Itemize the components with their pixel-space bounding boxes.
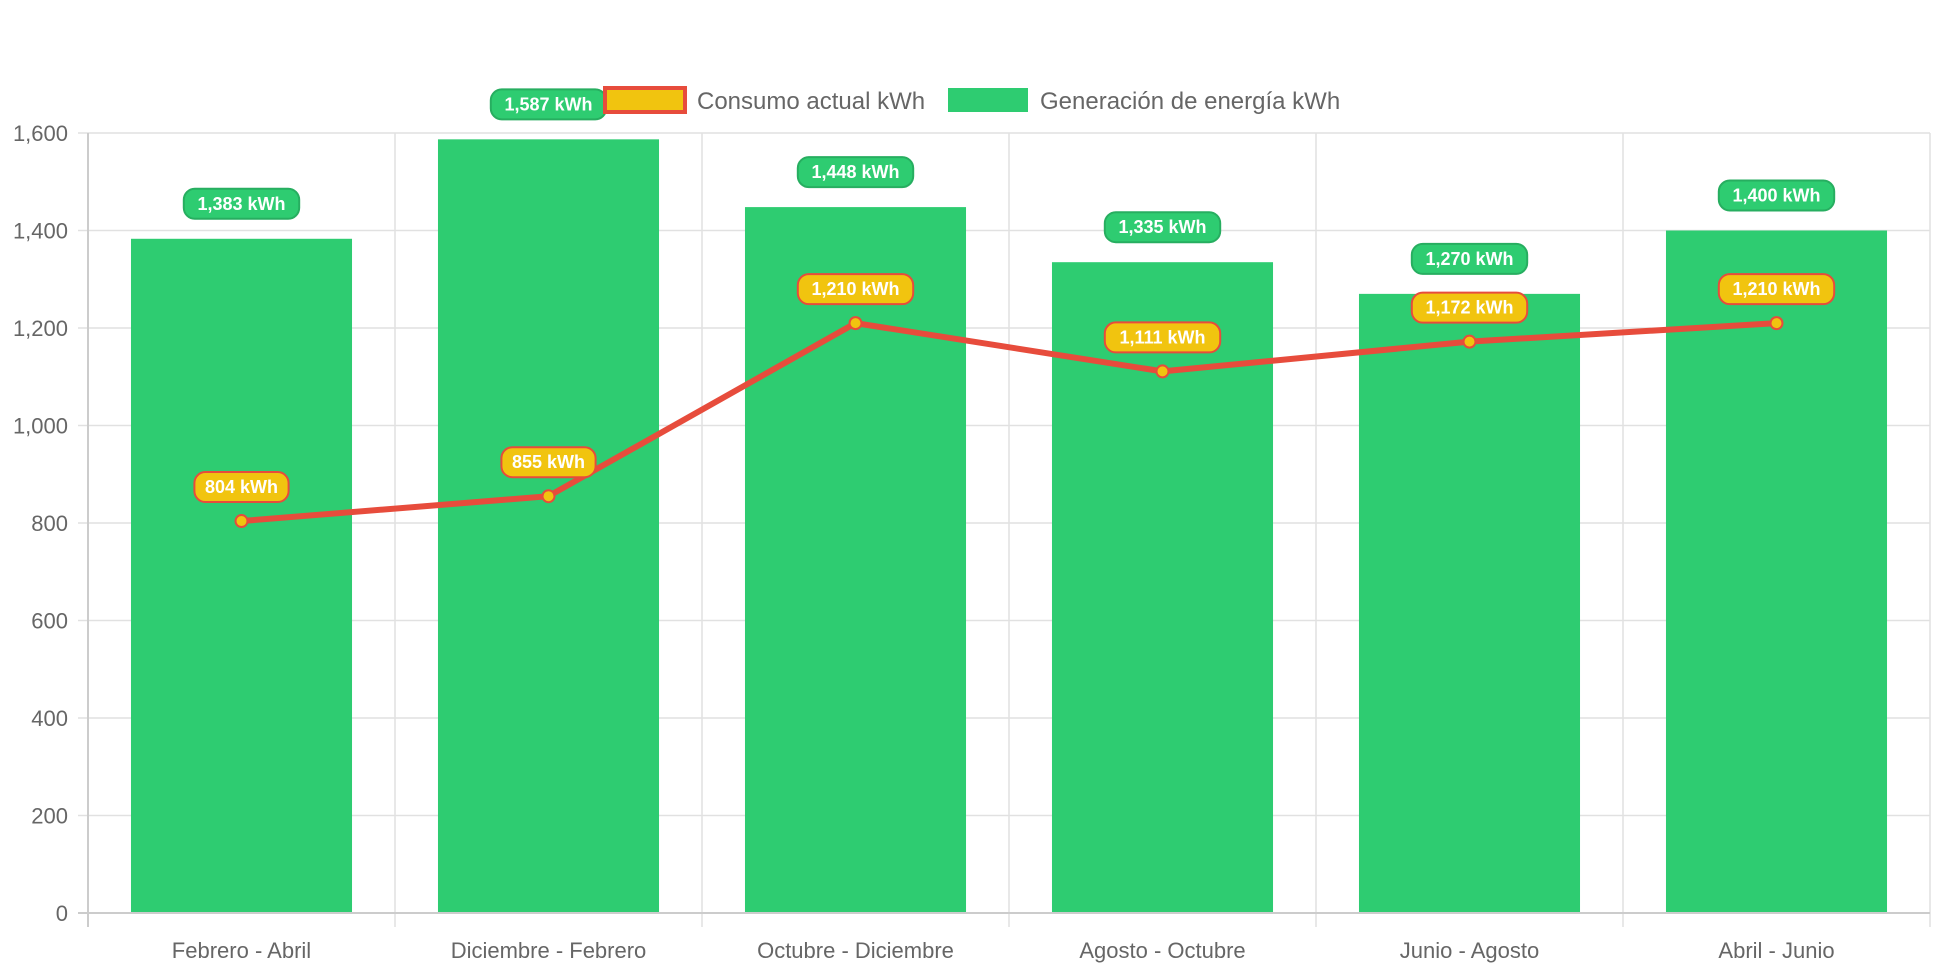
data-label-consumo-text: 804 kWh xyxy=(205,477,278,497)
x-tick-label: Junio - Agosto xyxy=(1400,938,1539,963)
data-label-consumo-bg xyxy=(1717,273,1836,306)
data-labels: 1,383 kWh 1,587 kWh 1,448 kWh 1,335 kWh 1,27… xyxy=(182,88,1836,504)
data-label-consumo-bg xyxy=(500,446,597,479)
line-consumo[interactable] xyxy=(241,320,1777,525)
y-tick-label: 1,200 xyxy=(13,316,68,341)
data-label-consumo: 855 kWh xyxy=(500,446,597,479)
data-label-generacion: 1,270 kWh xyxy=(1410,242,1529,275)
point-consumo[interactable] xyxy=(1462,334,1477,349)
legend-label-generacion[interactable]: Generación de energía kWh xyxy=(1040,88,1340,115)
data-label-consumo: 1,111 kWh xyxy=(1103,321,1222,354)
grid xyxy=(78,132,1931,927)
data-label-consumo-text: 1,210 kWh xyxy=(1732,279,1820,299)
data-label-generacion: 1,383 kWh xyxy=(182,187,301,220)
y-tick-label: 1,600 xyxy=(13,121,68,146)
bar-generacion[interactable] xyxy=(1665,230,1888,914)
y-tick-label: 1,400 xyxy=(13,219,68,244)
data-label-consumo: 1,210 kWh xyxy=(796,273,915,306)
point-consumo[interactable] xyxy=(1155,364,1170,379)
data-label-generacion-bg xyxy=(1410,242,1529,275)
data-label-consumo-bg xyxy=(1103,321,1222,354)
data-label-generacion-text: 1,587 kWh xyxy=(504,94,592,114)
data-label-consumo-text: 1,210 kWh xyxy=(811,279,899,299)
data-label-generacion: 1,448 kWh xyxy=(796,156,915,189)
data-label-generacion-bg xyxy=(182,187,301,220)
y-tick-label: 0 xyxy=(56,901,68,926)
data-label-generacion-bg xyxy=(1103,211,1222,244)
legend: Consumo actual kWh Generación de energía… xyxy=(603,86,1340,115)
x-tick-label: Octubre - Diciembre xyxy=(757,938,954,963)
point-consumo[interactable] xyxy=(541,489,556,504)
data-label-generacion-bg xyxy=(796,156,915,189)
consumption-line xyxy=(234,316,1784,529)
axes: 0 200 400 600 800 1,000 1,200 1,400 1,600 Febrero… xyxy=(13,121,1930,963)
data-label-consumo-text: 855 kWh xyxy=(512,452,585,472)
data-label-consumo: 1,172 kWh xyxy=(1410,291,1529,324)
bar-generacion[interactable] xyxy=(744,207,967,914)
data-label-consumo-text: 1,111 kWh xyxy=(1119,327,1205,347)
data-label-generacion-bg xyxy=(1717,179,1836,212)
data-label-generacion-text: 1,335 kWh xyxy=(1118,217,1206,237)
data-label-generacion-text: 1,448 kWh xyxy=(811,162,899,182)
point-consumo[interactable] xyxy=(1769,316,1784,331)
data-label-consumo: 1,210 kWh xyxy=(1717,273,1836,306)
legend-label-consumo[interactable]: Consumo actual kWh xyxy=(697,88,925,115)
data-label-generacion-text: 1,383 kWh xyxy=(197,194,285,214)
bar-generacion[interactable] xyxy=(1358,293,1581,913)
data-label-consumo-bg xyxy=(796,273,915,306)
x-tick-label: Agosto - Octubre xyxy=(1079,938,1245,963)
x-tick-label: Febrero - Abril xyxy=(172,938,311,963)
x-tick-label: Abril - Junio xyxy=(1718,938,1834,963)
legend-swatch-consumo[interactable] xyxy=(603,86,687,114)
y-tick-label: 800 xyxy=(31,511,68,536)
bar-generacion[interactable] xyxy=(130,238,353,914)
point-consumo[interactable] xyxy=(234,514,249,529)
data-label-generacion-text: 1,400 kWh xyxy=(1732,186,1820,206)
y-tick-label: 600 xyxy=(31,609,68,634)
point-consumo[interactable] xyxy=(848,316,863,331)
data-label-generacion: 1,400 kWh xyxy=(1717,179,1836,212)
x-tick-label: Diciembre - Febrero xyxy=(451,938,647,963)
data-label-generacion: 1,587 kWh xyxy=(489,88,608,121)
y-tick-label: 200 xyxy=(31,804,68,829)
data-label-consumo-text: 1,172 kWh xyxy=(1425,298,1513,318)
data-label-consumo-bg xyxy=(1410,291,1529,324)
data-label-consumo-bg xyxy=(193,471,290,504)
data-label-consumo: 804 kWh xyxy=(193,471,290,504)
y-tick-label: 1,000 xyxy=(13,414,68,439)
bar-generacion[interactable] xyxy=(437,139,660,913)
legend-swatch-generacion[interactable] xyxy=(948,88,1028,112)
data-label-generacion-text: 1,270 kWh xyxy=(1425,249,1513,269)
data-label-generacion: 1,335 kWh xyxy=(1103,211,1222,244)
y-tick-label: 400 xyxy=(31,706,68,731)
